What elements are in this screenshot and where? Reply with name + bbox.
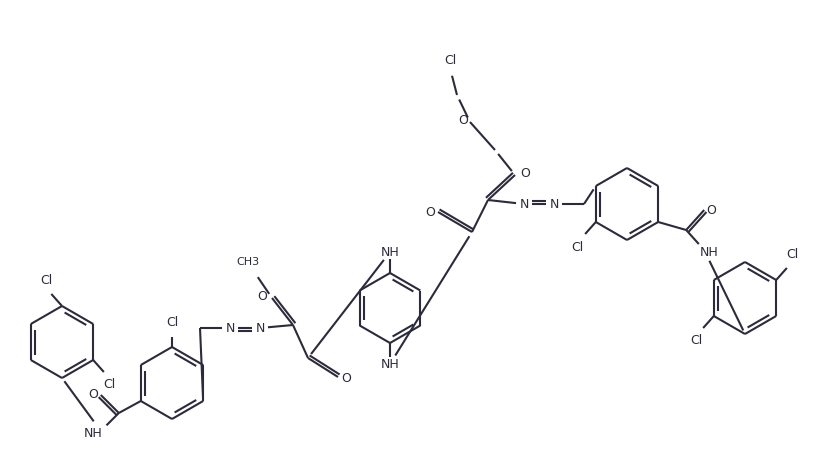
Text: O: O — [257, 289, 267, 303]
Text: N: N — [225, 321, 234, 335]
Text: N: N — [255, 321, 264, 335]
Text: O: O — [425, 206, 435, 218]
Text: Cl: Cl — [40, 275, 52, 288]
Text: O: O — [457, 113, 467, 127]
Text: Cl: Cl — [571, 240, 584, 254]
Text: Cl: Cl — [166, 316, 178, 328]
Text: NH: NH — [84, 427, 102, 440]
Text: NH: NH — [380, 246, 399, 258]
Text: O: O — [519, 167, 529, 179]
Text: Cl: Cl — [785, 248, 798, 261]
Text: NH: NH — [380, 357, 399, 370]
Text: NH: NH — [699, 247, 717, 259]
Text: Cl: Cl — [443, 53, 456, 67]
Text: O: O — [340, 373, 350, 386]
Text: N: N — [548, 198, 558, 210]
Text: O: O — [88, 388, 98, 401]
Text: Cl: Cl — [103, 378, 115, 391]
Text: CH3: CH3 — [236, 257, 259, 267]
Text: Cl: Cl — [690, 335, 702, 347]
Text: O: O — [706, 204, 716, 217]
Text: N: N — [518, 198, 528, 210]
